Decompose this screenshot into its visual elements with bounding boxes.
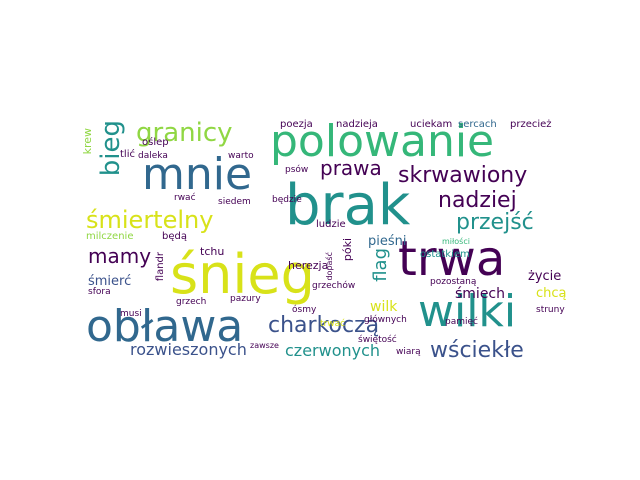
word-trwa: trwa: [398, 231, 506, 287]
word-sercach: sercach: [458, 119, 497, 130]
word-przejsc: przejść: [456, 210, 534, 235]
word-milczenie: milczenie: [86, 231, 134, 242]
word-smiech: śmiech: [455, 286, 506, 302]
word-sfora: sfora: [88, 287, 111, 297]
word-ostatkiem: ostatkiem: [420, 249, 470, 260]
word-pazury: pazury: [230, 294, 261, 304]
word-wilki: wilki: [418, 286, 517, 337]
word-rozwieszonych: rozwieszonych: [130, 340, 247, 359]
word-grzech: grzech: [176, 297, 207, 307]
word-przeciez: przecież: [510, 119, 552, 130]
word-psow: psów: [285, 165, 309, 175]
word-swietosc: świętość: [358, 335, 397, 345]
word-prawa: prawa: [320, 156, 382, 180]
word-daleka: daleka: [138, 151, 168, 161]
word-czerwonych: czerwonych: [285, 341, 381, 360]
word-tchu: tchu: [200, 245, 225, 258]
word-ludzie: ludzie: [316, 219, 346, 230]
word-smierc: śmierć: [88, 274, 132, 289]
word-wilk: wilk: [370, 299, 398, 315]
word-musi: musi: [120, 309, 142, 319]
word-snieg: śnieg: [170, 243, 315, 306]
word-trwac: trwać: [320, 319, 346, 329]
word-bedzie: będzie: [272, 195, 302, 205]
word-rwac: rwać: [174, 193, 196, 203]
word-skrwawiony: skrwawiony: [398, 163, 528, 188]
word-polowanie: polowanie: [270, 116, 495, 167]
word-herezja: herezja: [288, 259, 329, 272]
word-tlic: tlić: [120, 149, 135, 160]
word-poki: póki: [341, 238, 354, 262]
word-uciekam: uciekam: [410, 119, 453, 130]
word-krew: krew: [81, 128, 94, 155]
word-charkocza: charkoczą: [268, 313, 380, 338]
word-oslep: oślep: [142, 137, 169, 148]
word-wiara: wiarą: [396, 347, 421, 357]
word-milosci: miłości: [442, 237, 470, 246]
word-dopasc: dopaść: [325, 252, 334, 281]
word-granicy: granicy: [136, 118, 233, 148]
word-pozostana: pozostaną: [430, 277, 477, 287]
word-cloud: śnieg brak trwa wilki obława polowanie m…: [80, 120, 580, 370]
word-mnie: mnie: [142, 149, 253, 200]
word-flag: flag: [370, 248, 391, 282]
word-zawsze: zawsze: [250, 341, 279, 350]
word-brak: brak: [285, 173, 411, 238]
word-warto: warto: [228, 151, 254, 161]
word-flandr: flandr: [155, 252, 166, 282]
word-siedem: siedem: [218, 197, 251, 207]
word-pamiec: pamięć: [445, 317, 478, 327]
word-osmy: ósmy: [292, 305, 317, 315]
word-struny: struny: [536, 305, 565, 315]
word-grzechow: grzechów: [312, 281, 356, 291]
word-nadziej: nadziej: [438, 188, 517, 213]
word-glownych: głównych: [364, 315, 407, 325]
word-wsciekle: wściekłe: [430, 338, 524, 363]
word-poezja: poezja: [280, 119, 313, 130]
word-mamy: mamy: [88, 244, 152, 268]
word-zycie: życie: [528, 269, 562, 284]
word-nadzieja: nadzieja: [336, 119, 378, 130]
word-smiertelny: śmiertelny: [86, 206, 214, 234]
word-piesni: pieśni: [368, 234, 407, 249]
word-chca: chcą: [536, 286, 567, 301]
word-oblawa: obława: [86, 301, 244, 352]
word-beda: będą: [162, 231, 187, 242]
